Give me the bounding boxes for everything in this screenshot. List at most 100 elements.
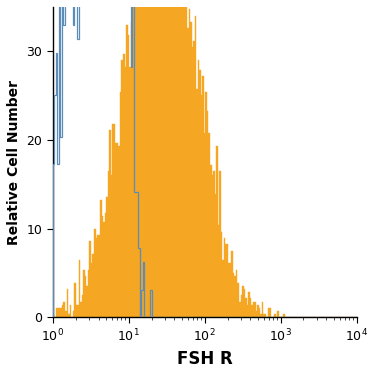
Bar <box>257 305 259 318</box>
Bar <box>256 311 257 318</box>
Bar <box>68 314 70 318</box>
Bar <box>86 286 88 318</box>
Bar <box>99 235 100 318</box>
Bar <box>70 305 71 318</box>
Bar <box>268 308 270 318</box>
Bar <box>120 92 122 318</box>
Bar <box>211 174 213 318</box>
Bar <box>264 314 265 318</box>
Bar <box>91 264 93 318</box>
Bar <box>160 0 161 318</box>
Bar <box>167 0 169 318</box>
Bar <box>134 0 135 318</box>
Bar <box>141 0 143 318</box>
Bar <box>73 311 74 318</box>
Bar <box>180 0 181 318</box>
Bar <box>260 314 262 318</box>
Bar <box>65 311 66 318</box>
Bar <box>213 171 214 318</box>
Bar <box>209 133 210 318</box>
Bar <box>224 238 225 318</box>
Bar <box>97 235 99 318</box>
Bar <box>152 0 153 318</box>
Bar <box>214 194 216 318</box>
Bar <box>149 0 150 318</box>
X-axis label: FSH R: FSH R <box>177 350 232 368</box>
Bar <box>219 171 221 318</box>
Bar <box>178 0 180 318</box>
Bar <box>103 222 105 318</box>
Bar <box>76 305 77 318</box>
Bar <box>124 66 126 318</box>
Bar <box>172 0 173 318</box>
Bar <box>262 302 264 318</box>
Bar <box>122 60 123 318</box>
Bar <box>62 305 63 318</box>
Bar <box>79 260 80 318</box>
Bar <box>248 292 250 318</box>
Bar <box>140 0 141 318</box>
Bar <box>265 314 267 318</box>
Bar <box>109 130 111 318</box>
Bar <box>66 289 68 318</box>
Bar <box>80 302 82 318</box>
Bar <box>93 254 94 318</box>
Bar <box>234 276 236 318</box>
Bar <box>283 314 285 318</box>
Bar <box>198 60 200 318</box>
Bar <box>169 0 170 318</box>
Bar <box>221 232 222 318</box>
Bar <box>112 124 114 318</box>
Bar <box>222 260 224 318</box>
Bar <box>277 311 279 318</box>
Y-axis label: Relative Cell Number: Relative Cell Number <box>7 80 21 245</box>
Bar <box>155 0 157 318</box>
Bar <box>245 298 247 318</box>
Bar <box>144 0 146 318</box>
Bar <box>233 273 234 318</box>
Bar <box>250 298 251 318</box>
Bar <box>123 54 124 318</box>
Bar <box>63 302 65 318</box>
Bar <box>59 308 60 318</box>
Bar <box>77 305 79 318</box>
Bar <box>251 305 253 318</box>
Bar <box>170 0 172 318</box>
Bar <box>94 228 96 318</box>
Bar <box>239 302 240 318</box>
Bar <box>237 282 239 318</box>
Bar <box>176 0 178 318</box>
Bar <box>216 146 217 318</box>
Bar <box>236 270 237 318</box>
Bar <box>56 308 57 318</box>
Bar <box>195 16 196 318</box>
Bar <box>117 143 118 318</box>
Bar <box>254 302 256 318</box>
Bar <box>204 133 206 318</box>
Bar <box>74 282 76 318</box>
Bar <box>196 89 198 318</box>
Bar <box>202 76 204 318</box>
Bar <box>89 241 91 318</box>
Bar <box>230 264 231 318</box>
Bar <box>102 216 103 318</box>
Bar <box>135 0 137 318</box>
Bar <box>143 0 144 318</box>
Bar <box>210 165 212 318</box>
Bar <box>132 0 134 318</box>
Bar <box>247 305 248 318</box>
Bar <box>274 314 276 318</box>
Bar <box>96 238 97 318</box>
Bar <box>126 25 128 318</box>
Bar <box>228 264 230 318</box>
Bar <box>163 0 164 318</box>
Bar <box>181 0 183 318</box>
Bar <box>206 92 207 318</box>
Bar <box>161 0 163 318</box>
Bar <box>82 295 83 318</box>
Bar <box>190 22 192 318</box>
Bar <box>187 28 189 318</box>
Bar <box>53 314 54 318</box>
Bar <box>130 22 132 318</box>
Bar <box>105 213 106 318</box>
